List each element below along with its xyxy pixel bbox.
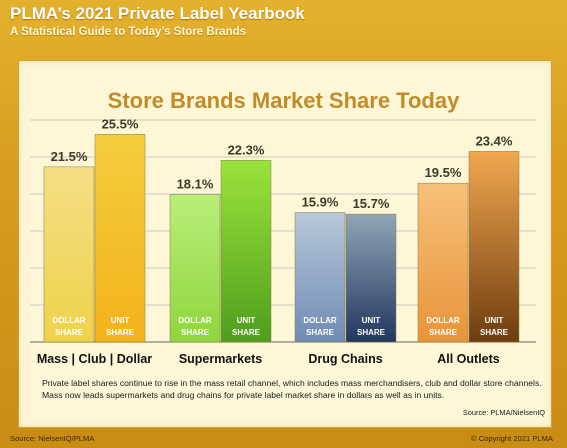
data-label: 21.5% <box>51 149 88 164</box>
page-subtitle: A Statistical Guide to Today’s Store Bra… <box>10 26 247 38</box>
bar-unit-1 <box>94 134 146 343</box>
bar-unit-2 <box>220 160 272 343</box>
data-label: 15.9% <box>302 194 339 209</box>
data-label: 22.3% <box>228 142 265 157</box>
category-label: Supermarkets <box>179 352 262 366</box>
series-label: SHARE <box>306 328 335 337</box>
series-label: DOLLAR <box>52 316 86 325</box>
series-label: SHARE <box>232 328 261 337</box>
data-label: 23.4% <box>476 133 513 148</box>
bar-dollar-3 <box>294 212 346 343</box>
data-label: 25.5% <box>102 116 139 131</box>
category-label: All Outlets <box>437 352 500 366</box>
bar-dollar-2 <box>169 194 221 343</box>
bar-unit-3 <box>345 213 397 343</box>
bar-dollar-1 <box>43 166 95 343</box>
data-label: 15.7% <box>353 196 390 211</box>
bar-dollar-4 <box>417 182 469 343</box>
chart-title: Store Brands Market Share Today <box>107 88 460 113</box>
series-label: DOLLAR <box>426 316 460 325</box>
series-label: DOLLAR <box>178 316 212 325</box>
series-label: UNIT <box>485 316 504 325</box>
series-label: SHARE <box>55 328 84 337</box>
category-label: Drug Chains <box>308 352 382 366</box>
series-label: SHARE <box>429 328 458 337</box>
bars <box>43 134 520 343</box>
series-label: UNIT <box>237 316 256 325</box>
series-label: DOLLAR <box>303 316 337 325</box>
series-label: UNIT <box>111 316 130 325</box>
series-label: SHARE <box>480 328 509 337</box>
chart-footnote: Private label shares continue to rise in… <box>42 378 542 400</box>
panel-source: Source: PLMA/NielsenIQ <box>462 408 545 417</box>
series-label: SHARE <box>106 328 135 337</box>
data-label: 19.5% <box>425 165 462 180</box>
series-label: SHARE <box>181 328 210 337</box>
copyright-note: © Copyright 2021 PLMA <box>471 434 553 443</box>
source-note: Source: NielsenIQ/PLMA <box>10 434 95 443</box>
series-label: UNIT <box>362 316 381 325</box>
bar-unit-4 <box>468 151 520 343</box>
data-label: 18.1% <box>177 177 214 192</box>
labels: 21.5% DOLLAR SHARE 25.5% UNIT SHARE Mass | Clu… <box>37 116 513 366</box>
category-label: Mass | Club | Dollar <box>37 352 152 366</box>
series-label: SHARE <box>357 328 386 337</box>
page-title: PLMA’s 2021 Private Label Yearbook <box>10 4 305 23</box>
